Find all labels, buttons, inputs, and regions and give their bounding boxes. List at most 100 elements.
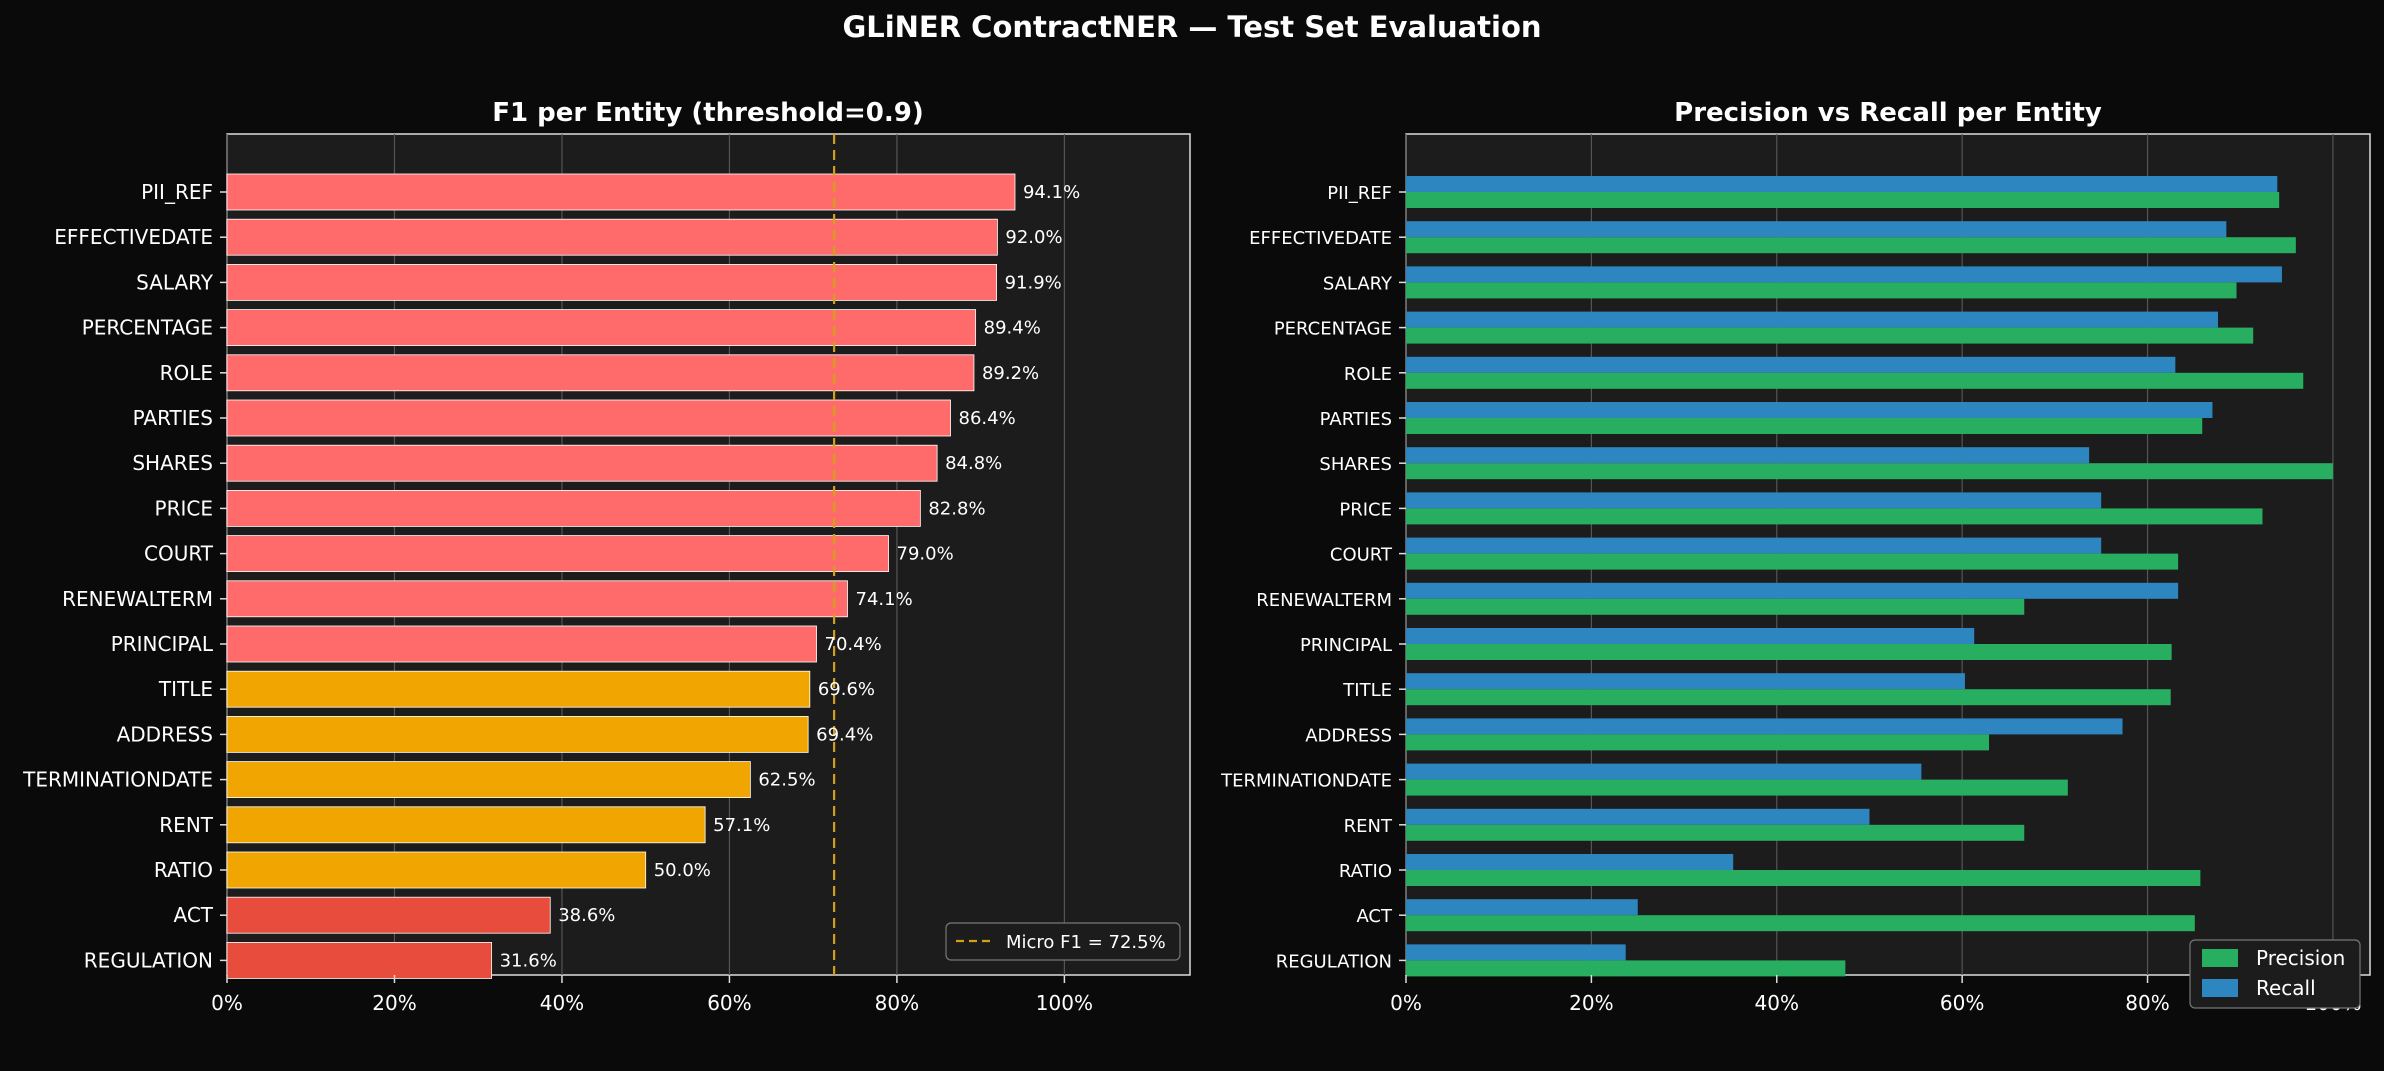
f1-legend-box — [945, 922, 1181, 961]
f1-value-label: 69.6% — [818, 679, 875, 700]
recall-bar — [1406, 447, 2090, 464]
precision-bar — [1406, 960, 1846, 977]
f1-value-label: 89.2% — [982, 363, 1039, 384]
f1-value-label: 92.0% — [1005, 227, 1062, 248]
pr-category-label: RATIO — [1339, 861, 1392, 882]
precision-bar — [1406, 915, 2195, 932]
f1-bar — [226, 263, 997, 301]
pr-category-label: COURT — [1330, 545, 1393, 566]
f1-category-label: PERCENTAGE — [82, 316, 213, 340]
precision-bar — [1406, 598, 2025, 615]
f1-value-label: 70.4% — [825, 634, 882, 655]
f1-bar — [226, 806, 706, 844]
pr-category-label: PERCENTAGE — [1274, 319, 1392, 340]
precision-bar — [1406, 824, 2025, 841]
f1-bar — [226, 399, 951, 437]
pr-x-tick-label: 40% — [1755, 991, 1799, 1015]
pr-category-label: EFFECTIVEDATE — [1249, 228, 1392, 249]
recall-bar — [1406, 718, 2123, 735]
f1-bar — [226, 625, 817, 663]
precision-bar — [1406, 644, 2172, 660]
precision-bar — [1406, 463, 2333, 480]
f1-category-label: PRICE — [155, 496, 213, 520]
pr-bars — [1406, 176, 2333, 977]
f1-category-label: RENT — [159, 813, 213, 837]
pr-category-label: RENEWALTERM — [1256, 590, 1392, 611]
recall-bar — [1406, 402, 2213, 418]
f1-value-label: 91.9% — [1005, 272, 1062, 293]
f1-bars — [226, 134, 1016, 979]
recall-bar — [1406, 221, 2227, 238]
f1-x-tick-label: 0% — [211, 991, 243, 1015]
f1-bar — [226, 896, 551, 934]
pr-category-label: TERMINATIONDATE — [1220, 771, 1392, 792]
f1-chart-title: F1 per Entity (threshold=0.9) — [492, 98, 923, 128]
f1-bar — [226, 309, 977, 347]
f1-value-label: 57.1% — [713, 815, 770, 836]
f1-category-label: SHARES — [132, 451, 213, 475]
precision-bar — [1406, 237, 2296, 254]
precision-bar — [1406, 372, 2304, 389]
pr-category-label: ADDRESS — [1305, 725, 1392, 746]
f1-category-label: COURT — [144, 542, 214, 566]
f1-x-ticks: 0% 20% 40% 60% 80% 100% — [211, 975, 1093, 1015]
pr-category-label: SHARES — [1319, 454, 1392, 475]
f1-value-label: 94.1% — [1023, 182, 1080, 203]
recall-bar — [1406, 854, 1734, 870]
f1-category-label: ROLE — [160, 361, 213, 385]
f1-category-label: REGULATION — [84, 948, 213, 972]
precision-bar — [1406, 282, 2237, 299]
pr-category-label: REGULATION — [1276, 951, 1392, 972]
recall-bar — [1406, 537, 2102, 554]
pr-category-label: TITLE — [1342, 680, 1392, 701]
f1-value-label: 62.5% — [758, 770, 815, 791]
f1-bar — [226, 535, 889, 572]
f1-category-label: RATIO — [154, 858, 213, 882]
f1-category-label: ADDRESS — [117, 722, 213, 746]
pr-x-tick-label: 0% — [1390, 991, 1422, 1015]
precision-recall-chart: Precision vs Recall per Entity PII_REF EF… — [1220, 98, 2371, 1015]
recall-bar — [1406, 356, 2176, 373]
recall-bar — [1406, 808, 1870, 825]
f1-category-labels: PII_REF EFFECTIVEDATE SALARY PERCENTAGE ROLE… — [22, 180, 227, 972]
f1-bar — [226, 851, 647, 889]
precision-legend-swatch — [2202, 949, 2238, 967]
f1-category-label: EFFECTIVEDATE — [54, 225, 213, 249]
recall-bar — [1406, 763, 1922, 780]
f1-bar — [226, 444, 938, 482]
recall-bar — [1406, 628, 1975, 644]
f1-x-tick-label: 40% — [540, 991, 584, 1015]
f1-chart: F1 per Entity (threshold=0.9) PII_REF EFF… — [22, 98, 1191, 1015]
f1-category-label: TITLE — [158, 677, 213, 701]
pr-legend: Precision Recall — [2189, 939, 2361, 1009]
f1-category-label: TERMINATIONDATE — [22, 768, 213, 792]
pr-category-label: PII_REF — [1327, 183, 1392, 204]
pr-category-label: ACT — [1356, 906, 1393, 927]
precision-legend-label: Precision — [2256, 946, 2345, 970]
recall-bar — [1406, 673, 1965, 690]
precision-bar — [1406, 327, 2254, 344]
f1-value-label: 82.8% — [928, 498, 985, 519]
recall-bar — [1406, 582, 2179, 599]
pr-x-tick-label: 60% — [1940, 991, 1984, 1015]
f1-bar — [226, 489, 921, 527]
f1-value-label: 84.8% — [945, 453, 1002, 474]
f1-value-label: 89.4% — [984, 318, 1041, 339]
precision-bar — [1406, 689, 2171, 706]
figure-title: GLiNER ContractNER — Test Set Evaluation — [842, 10, 1541, 44]
f1-value-label: 31.6% — [500, 950, 557, 971]
pr-category-label: PRINCIPAL — [1300, 635, 1392, 656]
recall-bar — [1406, 492, 2102, 509]
pr-category-label: RENT — [1344, 816, 1393, 837]
f1-x-tick-label: 100% — [1036, 991, 1093, 1015]
recall-bar — [1406, 944, 1626, 961]
f1-category-label: ACT — [173, 903, 213, 927]
f1-value-label: 38.6% — [558, 905, 615, 926]
f1-bar — [226, 173, 1016, 211]
f1-value-label: 74.1% — [856, 589, 913, 610]
precision-bar — [1406, 734, 1990, 751]
pr-category-label: PRICE — [1339, 499, 1392, 520]
recall-bar — [1406, 176, 2278, 192]
recall-legend-label: Recall — [2256, 976, 2316, 1000]
